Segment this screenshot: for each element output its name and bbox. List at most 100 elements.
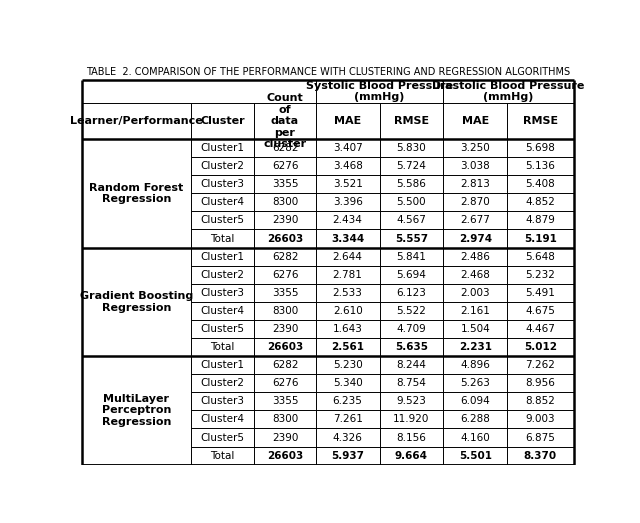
Text: MultiLayer
Perceptron
Regression: MultiLayer Perceptron Regression [102,394,171,427]
Text: 2.813: 2.813 [460,179,490,189]
Text: 3.344: 3.344 [331,234,364,244]
Text: 4.879: 4.879 [525,215,556,225]
Text: 3355: 3355 [272,396,298,406]
Text: Cluster3: Cluster3 [200,288,244,298]
Text: 9.523: 9.523 [397,396,426,406]
Text: 6282: 6282 [272,360,298,370]
Text: 6276: 6276 [272,270,298,280]
Text: 1.504: 1.504 [460,324,490,334]
Text: Cluster4: Cluster4 [200,197,244,207]
Text: Cluster2: Cluster2 [200,270,244,280]
Text: 2390: 2390 [272,215,298,225]
Text: MAE: MAE [334,116,361,126]
Text: 6276: 6276 [272,161,298,171]
Text: 8.852: 8.852 [525,396,556,406]
Text: 5.841: 5.841 [397,252,426,262]
Text: Total: Total [210,342,235,352]
Text: RMSE: RMSE [394,116,429,126]
Text: 3.407: 3.407 [333,143,362,153]
Text: 2.533: 2.533 [333,288,363,298]
Text: 5.491: 5.491 [525,288,556,298]
Text: 2.677: 2.677 [460,215,490,225]
Text: 9.003: 9.003 [525,414,555,425]
Text: Count
of
data
per
cluster: Count of data per cluster [264,93,307,149]
Text: 6282: 6282 [272,252,298,262]
Text: RMSE: RMSE [523,116,558,126]
Text: Cluster5: Cluster5 [200,324,244,334]
Text: 3.250: 3.250 [460,143,490,153]
Text: 2.486: 2.486 [460,252,490,262]
Text: 4.709: 4.709 [397,324,426,334]
Text: 5.937: 5.937 [331,451,364,461]
Text: 6.288: 6.288 [460,414,490,425]
Text: 4.675: 4.675 [525,306,556,316]
Text: 5.724: 5.724 [397,161,426,171]
Text: Cluster1: Cluster1 [200,252,244,262]
Text: 2390: 2390 [272,433,298,442]
Text: 5.522: 5.522 [397,306,426,316]
Text: 4.567: 4.567 [397,215,426,225]
Text: 7.262: 7.262 [525,360,556,370]
Text: Cluster1: Cluster1 [200,143,244,153]
Text: 2.231: 2.231 [459,342,492,352]
Text: 26603: 26603 [267,451,303,461]
Text: Cluster2: Cluster2 [200,161,244,171]
Text: 2.644: 2.644 [333,252,363,262]
Text: Cluster2: Cluster2 [200,378,244,388]
Text: 5.136: 5.136 [525,161,556,171]
Text: 4.326: 4.326 [333,433,363,442]
Text: 1.643: 1.643 [333,324,363,334]
Text: 2.468: 2.468 [460,270,490,280]
Text: Cluster5: Cluster5 [200,433,244,442]
Text: MAE: MAE [461,116,489,126]
Text: 6.094: 6.094 [460,396,490,406]
Text: 2.781: 2.781 [333,270,363,280]
Text: Random Forest
Regression: Random Forest Regression [90,183,184,204]
Text: 6282: 6282 [272,143,298,153]
Text: 5.501: 5.501 [459,451,492,461]
Text: 5.635: 5.635 [395,342,428,352]
Text: 8300: 8300 [272,414,298,425]
Text: Cluster5: Cluster5 [200,215,244,225]
Text: Total: Total [210,451,235,461]
Text: 2.003: 2.003 [461,288,490,298]
Text: 2.870: 2.870 [460,197,490,207]
Text: Cluster4: Cluster4 [200,414,244,425]
Text: 8.244: 8.244 [397,360,426,370]
Text: 5.230: 5.230 [333,360,362,370]
Text: 5.500: 5.500 [397,197,426,207]
Text: 5.012: 5.012 [524,342,557,352]
Text: 26603: 26603 [267,234,303,244]
Text: 5.408: 5.408 [525,179,556,189]
Text: 5.263: 5.263 [460,378,490,388]
Text: Cluster3: Cluster3 [200,396,244,406]
Text: 5.586: 5.586 [397,179,426,189]
Text: Systolic Blood Pressure
(mmHg): Systolic Blood Pressure (mmHg) [306,81,453,103]
Text: 2.161: 2.161 [460,306,490,316]
Text: 11.920: 11.920 [394,414,429,425]
Text: 5.340: 5.340 [333,378,362,388]
Text: 8.754: 8.754 [397,378,426,388]
Text: 2.434: 2.434 [333,215,363,225]
Text: 3.521: 3.521 [333,179,363,189]
Text: 8.370: 8.370 [524,451,557,461]
Text: Gradient Boosting
Regression: Gradient Boosting Regression [80,291,193,313]
Text: 5.232: 5.232 [525,270,556,280]
Text: Cluster3: Cluster3 [200,179,244,189]
Text: 3.396: 3.396 [333,197,363,207]
Text: 3.468: 3.468 [333,161,363,171]
Text: Total: Total [210,234,235,244]
Text: 7.261: 7.261 [333,414,363,425]
Text: 2.610: 2.610 [333,306,362,316]
Text: Diastolic Blood Pressure
(mmHg): Diastolic Blood Pressure (mmHg) [432,81,585,103]
Text: 8.956: 8.956 [525,378,556,388]
Text: 9.664: 9.664 [395,451,428,461]
Text: 26603: 26603 [267,342,303,352]
Text: 4.852: 4.852 [525,197,556,207]
Text: 4.896: 4.896 [460,360,490,370]
Text: 8.156: 8.156 [397,433,426,442]
Text: 6.875: 6.875 [525,433,556,442]
Text: 2390: 2390 [272,324,298,334]
Text: 5.830: 5.830 [397,143,426,153]
Text: 5.648: 5.648 [525,252,556,262]
